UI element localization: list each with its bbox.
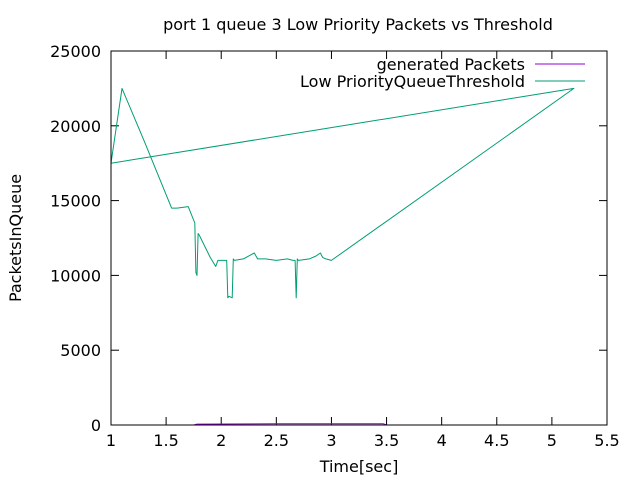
y-tick-label: 25000 bbox=[50, 42, 101, 61]
y-tick-label: 20000 bbox=[50, 117, 101, 136]
x-tick-label: 4 bbox=[437, 431, 447, 450]
x-tick-label: 1 bbox=[106, 431, 116, 450]
series-line-2 bbox=[110, 87, 575, 299]
x-tick-label: 2 bbox=[216, 431, 226, 450]
legend-label: generated Packets bbox=[377, 55, 525, 74]
chart-title: port 1 queue 3 Low Priority Packets vs T… bbox=[163, 15, 553, 34]
legend-label: Low PriorityQueueThreshold bbox=[300, 72, 525, 91]
x-tick-label: 5.5 bbox=[594, 431, 619, 450]
plot-frame bbox=[110, 50, 608, 426]
x-tick-label: 2.5 bbox=[264, 431, 289, 450]
x-axis-label: Time[sec] bbox=[319, 457, 399, 476]
y-tick-label: 5000 bbox=[60, 341, 101, 360]
y-axis-label: PacketsInQueue bbox=[6, 174, 25, 302]
y-tick-label: 0 bbox=[91, 416, 101, 435]
y-tick-label: 15000 bbox=[50, 192, 101, 211]
series-layer bbox=[110, 87, 575, 426]
x-tick-label: 3.5 bbox=[374, 431, 399, 450]
x-tick-label: 5 bbox=[547, 431, 557, 450]
y-axis-ticks: 0 5000 10000 15000 20000 25000 bbox=[50, 42, 607, 435]
x-tick-label: 1.5 bbox=[153, 431, 178, 450]
y-tick-label: 10000 bbox=[50, 266, 101, 285]
x-tick-label: 3 bbox=[326, 431, 336, 450]
x-tick-label: 4.5 bbox=[484, 431, 509, 450]
